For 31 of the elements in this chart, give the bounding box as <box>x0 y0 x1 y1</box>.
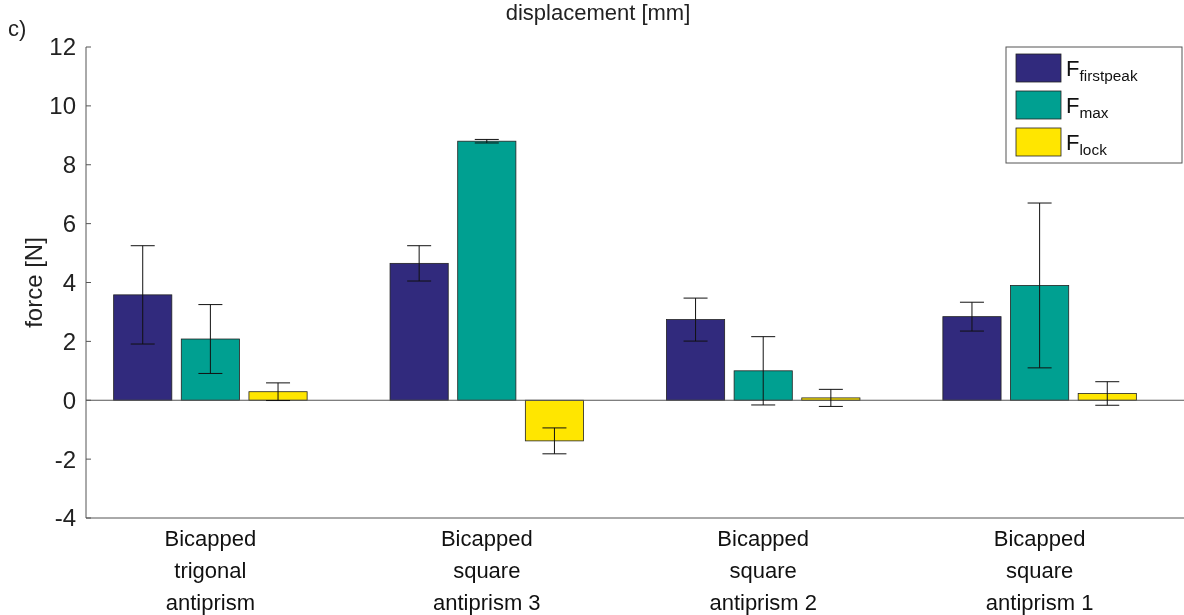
y-tick-label: 0 <box>62 386 76 414</box>
x-tick-label: Bicapped square antiprism 2 <box>709 526 817 615</box>
bar <box>1010 285 1070 401</box>
bar <box>801 397 861 401</box>
x-tick-label: Bicapped trigonal antiprism <box>164 526 257 615</box>
bar <box>113 294 173 401</box>
bar <box>733 370 793 401</box>
y-tick-label: 6 <box>62 210 76 238</box>
bar <box>180 338 240 401</box>
x-tick-label: Bicapped square antiprism 1 <box>985 526 1094 615</box>
bar <box>1077 393 1137 401</box>
chart-title: displacement [mm] <box>505 0 691 25</box>
y-tick-label: 2 <box>62 327 76 355</box>
y-tick-label: 10 <box>49 92 76 120</box>
legend-label: F$_{firstpeak}$ <box>1066 56 1138 85</box>
bar <box>666 319 726 401</box>
bar <box>524 399 584 442</box>
y-tick-label: -4 <box>54 504 76 532</box>
bar <box>457 140 517 401</box>
y-tick-label: 12 <box>49 33 76 61</box>
y-axis-title: force [N] <box>20 237 47 328</box>
legend-label: F$_{max}$ <box>1066 93 1109 122</box>
bar <box>248 391 308 401</box>
y-tick-label: -2 <box>54 445 76 473</box>
y-tick-label: 8 <box>62 151 76 179</box>
x-tick-label: Bicapped square antiprism 3 <box>433 526 541 615</box>
legend-label: F$_{lock}$ <box>1066 130 1108 159</box>
bar <box>389 262 449 401</box>
bar <box>942 316 1002 401</box>
y-tick-label: 4 <box>62 268 76 296</box>
text: c) <box>8 16 27 41</box>
